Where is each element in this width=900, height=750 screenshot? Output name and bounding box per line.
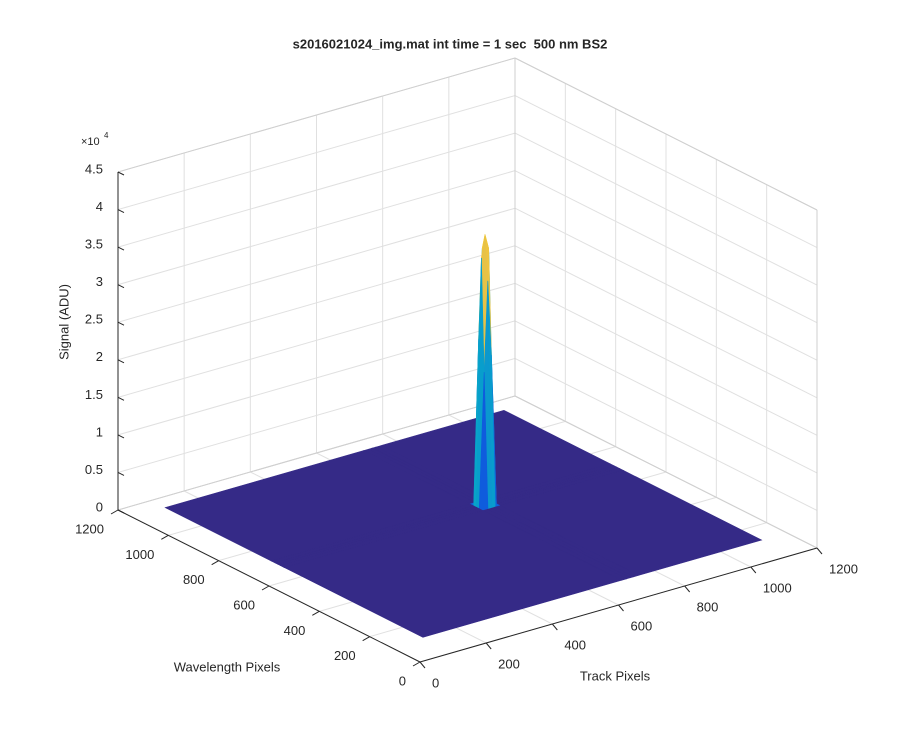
y-tick-label: 200	[334, 648, 356, 663]
x-axis-label: Track Pixels	[580, 668, 651, 683]
box-edge	[117, 395, 516, 511]
x-tick-label: 600	[631, 618, 653, 633]
x-tick-label: 400	[564, 637, 586, 652]
y-tick	[412, 661, 421, 667]
z-tick-label: 0.5	[85, 462, 103, 477]
y-tick-label: 0	[399, 673, 406, 688]
z-tick-label: 1	[96, 424, 103, 439]
grid-line	[117, 320, 516, 436]
box-edge	[117, 57, 516, 173]
z-tick	[117, 359, 125, 364]
x-tick-label: 200	[498, 656, 520, 671]
x-tick-label: 1200	[829, 561, 858, 576]
x-tick	[684, 585, 691, 593]
y-tick-label: 600	[233, 597, 255, 612]
grid-line	[514, 245, 818, 399]
grid-line	[514, 170, 818, 324]
y-tick	[362, 636, 370, 642]
grid-line	[117, 170, 516, 286]
box-edge	[514, 395, 818, 549]
y-tick	[161, 534, 169, 540]
grid-line	[514, 207, 818, 361]
z-tick	[117, 209, 125, 214]
z-tick-label: 1.5	[85, 387, 103, 402]
z-tick	[117, 434, 125, 439]
z-tick-label: 4	[96, 199, 103, 214]
z-tick	[117, 284, 125, 289]
z-tick-label: 4.5	[85, 161, 103, 176]
x-tick-label: 0	[432, 675, 439, 690]
x-tick	[551, 623, 558, 631]
z-tick	[117, 396, 125, 401]
x-tick	[816, 547, 823, 555]
x-tick-label: 1000	[763, 580, 792, 595]
grid-line	[514, 320, 818, 474]
grid-line	[117, 207, 516, 323]
grid-line	[117, 245, 516, 361]
grid-line	[117, 357, 516, 473]
y-tick	[261, 585, 270, 591]
grid-line	[117, 282, 516, 398]
grid-line	[117, 95, 516, 211]
x-tick	[750, 566, 757, 574]
y-tick	[110, 509, 119, 515]
z-tick	[117, 471, 125, 476]
z-tick	[117, 509, 125, 514]
x-tick-label: 800	[697, 599, 719, 614]
y-tick-label: 1000	[125, 547, 154, 562]
z-tick-label: 2.5	[85, 312, 103, 327]
z-axis-label: Signal (ADU)	[56, 284, 71, 360]
y-tick	[312, 610, 320, 616]
chart-title: s2016021024_img.mat int time = 1 sec 500…	[293, 36, 608, 51]
y-tick-label: 400	[284, 623, 306, 638]
grid-line	[514, 357, 818, 511]
grid-line	[117, 132, 516, 248]
grid-line	[514, 282, 818, 436]
y-tick-label: 1200	[75, 521, 104, 536]
z-multiplier-exponent: 4	[104, 131, 109, 140]
y-tick	[211, 560, 219, 566]
z-multiplier-base: ×10	[81, 136, 100, 148]
box-edge	[514, 57, 818, 211]
grid-line	[514, 132, 818, 286]
z-tick-label: 3.5	[85, 237, 103, 252]
x-tick	[485, 642, 492, 650]
y-axis-label: Wavelength Pixels	[174, 659, 281, 674]
z-tick-label: 3	[96, 274, 103, 289]
z-tick	[117, 171, 125, 176]
z-tick-label: 0	[96, 499, 103, 514]
surface-face	[283, 510, 623, 638]
y-tick-label: 800	[183, 572, 205, 587]
x-tick	[419, 661, 426, 669]
z-tick-label: 2	[96, 349, 103, 364]
z-tick	[117, 321, 125, 326]
x-tick	[618, 604, 624, 612]
grid-line	[514, 95, 818, 249]
z-tick	[117, 246, 125, 251]
